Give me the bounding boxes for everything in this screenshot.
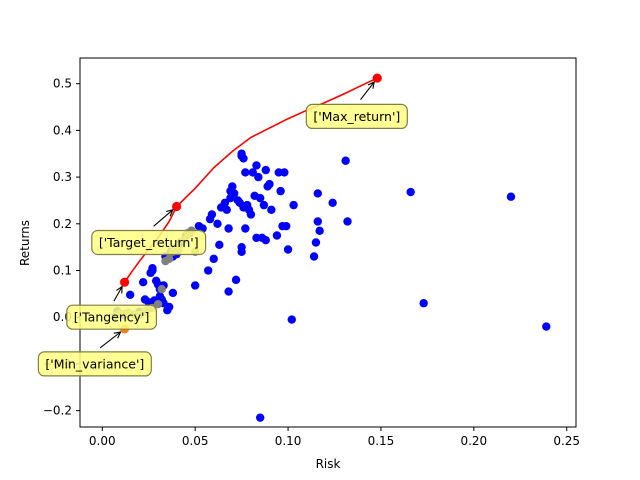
x-tick-label: 0.05 xyxy=(182,434,209,448)
annotation-arrow xyxy=(99,332,120,349)
y-axis-label: Returns xyxy=(18,220,32,266)
asset-point xyxy=(254,172,263,182)
asset-point xyxy=(506,192,516,201)
axes-frame xyxy=(79,57,577,428)
portfolio-point xyxy=(157,285,166,294)
annotation-box xyxy=(305,103,408,130)
asset-point xyxy=(406,187,415,197)
asset-point xyxy=(222,205,231,214)
asset-point xyxy=(265,179,274,189)
annotation: ['Tangency'] xyxy=(66,287,158,330)
annotation-arrow xyxy=(153,210,173,227)
annotation-box xyxy=(37,351,152,377)
x-tick-label: 0.00 xyxy=(89,434,116,448)
asset-point xyxy=(289,200,298,210)
highlight-point xyxy=(119,277,130,287)
asset-point xyxy=(272,231,282,240)
highlight-point xyxy=(372,73,382,83)
asset-point xyxy=(228,182,237,191)
annotation: ['Target_return'] xyxy=(91,210,207,256)
asset-point xyxy=(224,224,233,233)
x-tick-label: 0.15 xyxy=(368,434,395,448)
asset-point xyxy=(261,235,270,245)
asset-point xyxy=(248,168,257,177)
x-tick-label: 0.20 xyxy=(460,434,487,448)
annotation-label: ['Tangency'] xyxy=(74,310,150,325)
asset-point xyxy=(313,217,322,226)
asset-point xyxy=(231,275,241,285)
asset-point xyxy=(215,240,224,250)
annotation: ['Min_variance'] xyxy=(37,332,152,377)
y-tick-label: −0.2 xyxy=(43,404,72,418)
x-tick-label: 0.25 xyxy=(553,434,580,448)
annotation-label: ['Max_return'] xyxy=(313,109,400,124)
annotation-arrow xyxy=(113,287,122,302)
asset-point xyxy=(343,217,352,226)
asset-point xyxy=(125,290,135,300)
asset-point xyxy=(148,263,157,273)
asset-point xyxy=(237,242,246,252)
asset-point xyxy=(246,210,256,219)
y-tick-label: 0.1 xyxy=(53,264,72,278)
highlight-point xyxy=(172,201,182,212)
asset-point xyxy=(261,165,270,175)
asset-point xyxy=(164,302,174,312)
asset-point xyxy=(280,168,289,177)
annotation-label: ['Target_return'] xyxy=(99,235,199,250)
asset-point xyxy=(328,198,337,207)
asset-point xyxy=(209,254,218,264)
asset-point xyxy=(252,161,261,170)
asset-point xyxy=(313,189,322,198)
asset-point xyxy=(287,315,296,324)
asset-point xyxy=(241,224,250,233)
asset-point xyxy=(207,210,217,219)
portfolio-point xyxy=(153,299,163,309)
asset-point xyxy=(255,413,265,422)
asset-point xyxy=(220,198,230,207)
asset-point xyxy=(239,154,248,163)
asset-point xyxy=(241,168,250,177)
asset-point xyxy=(168,288,178,298)
asset-point xyxy=(309,252,319,261)
asset-point xyxy=(224,287,233,296)
asset-point xyxy=(542,322,551,331)
asset-point xyxy=(341,156,350,165)
y-tick-label: 0.4 xyxy=(53,123,72,137)
annotation-label: ['Min_variance'] xyxy=(45,356,144,371)
asset-point xyxy=(259,200,269,210)
asset-point xyxy=(276,186,285,196)
y-tick-label: 0.2 xyxy=(53,217,72,231)
asset-point xyxy=(229,189,239,198)
asset-point xyxy=(255,193,265,203)
x-tick-label: 0.10 xyxy=(275,434,302,448)
asset-point xyxy=(311,238,321,247)
annotation-box xyxy=(91,229,207,256)
asset-point xyxy=(138,278,148,287)
asset-point xyxy=(419,299,428,308)
x-axis-label: Risk xyxy=(316,457,341,471)
y-tick-label: 0.5 xyxy=(53,77,72,91)
y-tick-label: 0.3 xyxy=(53,170,72,184)
annotations-layer: ['Max_return'] ['Target_return'] ['Tangenc… xyxy=(37,82,408,377)
asset-point xyxy=(190,281,200,290)
asset-point xyxy=(315,226,324,236)
asset-point xyxy=(213,219,222,229)
annotation-arrow xyxy=(360,82,375,101)
asset-point xyxy=(203,266,213,275)
asset-point xyxy=(267,205,276,214)
portfolio-point xyxy=(164,254,174,264)
asset-point xyxy=(283,245,293,254)
annotation-box xyxy=(66,304,158,330)
annotation: ['Max_return'] xyxy=(305,82,408,130)
asset-point xyxy=(282,221,291,231)
